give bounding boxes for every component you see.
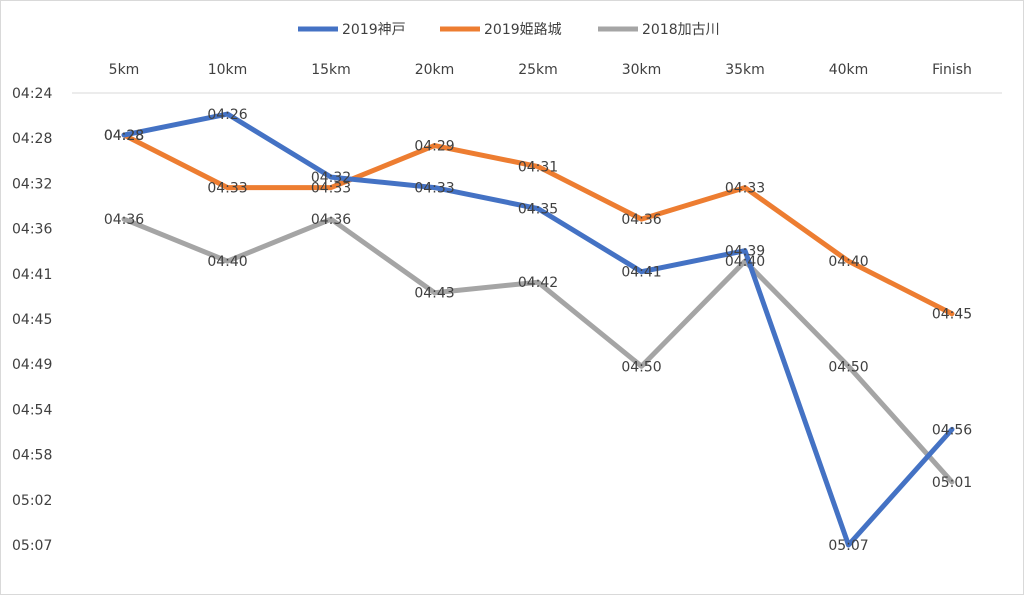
- data-point: [536, 165, 540, 169]
- data-label: 04:36: [311, 212, 351, 228]
- data-point: [950, 480, 954, 484]
- data-label: 04:40: [725, 254, 765, 270]
- data-point: [743, 186, 747, 190]
- data-point: [329, 217, 333, 221]
- data-point: [640, 270, 643, 274]
- y-tick-label: 04:58: [12, 448, 52, 464]
- legend-label: 2018加古川: [642, 22, 720, 38]
- data-label: 04:28: [104, 128, 144, 144]
- x-tick-label: 10km: [208, 62, 248, 78]
- data-point: [847, 543, 850, 547]
- data-label: 04:29: [414, 139, 454, 155]
- data-label: 04:33: [311, 181, 351, 197]
- data-label: 04:42: [518, 275, 558, 291]
- y-tick-label: 04:28: [12, 131, 52, 147]
- y-tick-label: 04:36: [12, 222, 52, 238]
- data-point: [743, 259, 747, 263]
- y-tick-label: 04:32: [12, 176, 52, 192]
- data-label: 04:41: [621, 265, 661, 281]
- x-tick-label: 5km: [109, 62, 140, 78]
- data-point: [433, 186, 436, 190]
- data-label: 05:01: [932, 475, 972, 491]
- data-point: [433, 144, 436, 148]
- x-tick-label: 15km: [311, 62, 351, 78]
- data-point: [847, 364, 850, 368]
- y-tick-label: 04:24: [12, 86, 52, 102]
- data-label: 04:26: [207, 107, 247, 123]
- data-label: 04:35: [518, 202, 558, 218]
- data-point: [536, 207, 540, 211]
- data-label: 04:50: [828, 359, 868, 375]
- data-point: [329, 175, 333, 179]
- y-tick-label: 04:45: [12, 312, 52, 328]
- x-tick-label: 20km: [415, 62, 455, 78]
- y-tick-label: 04:49: [12, 357, 52, 373]
- data-label: 04:33: [725, 181, 765, 197]
- y-tick-label: 05:02: [12, 493, 52, 509]
- legend-label: 2019姫路城: [484, 22, 562, 38]
- data-label: 05:07: [828, 538, 868, 554]
- data-point: [950, 427, 954, 431]
- data-label: 04:31: [518, 160, 558, 176]
- data-point: [536, 280, 540, 284]
- data-point: [433, 291, 436, 295]
- x-tick-label: 40km: [829, 62, 869, 78]
- data-point: [640, 364, 643, 368]
- x-tick-label: 25km: [518, 62, 558, 78]
- data-label: 04:39: [725, 244, 765, 260]
- series-line-0: [121, 111, 955, 548]
- data-label: 04:33: [207, 181, 247, 197]
- data-point: [743, 249, 747, 253]
- data-label: 04:40: [207, 254, 247, 270]
- data-label: 04:40: [828, 254, 868, 270]
- x-tick-label: 35km: [725, 62, 765, 78]
- data-point: [122, 217, 126, 221]
- data-label: 04:36: [621, 212, 661, 228]
- y-tick-label: 04:41: [12, 267, 52, 283]
- x-tick-label: 30km: [622, 62, 662, 78]
- data-point: [950, 312, 954, 316]
- data-label: 04:50: [621, 359, 661, 375]
- data-point: [640, 217, 643, 221]
- data-label: 04:36: [104, 212, 144, 228]
- data-point: [122, 133, 126, 137]
- data-label: 04:43: [414, 286, 454, 302]
- y-tick-label: 05:07: [12, 538, 52, 554]
- data-point: [226, 186, 229, 190]
- data-label: 04:32: [311, 170, 351, 186]
- data-point: [329, 186, 333, 190]
- y-tick-label: 04:54: [12, 402, 52, 418]
- data-label: 04:33: [414, 181, 454, 197]
- x-tick-label: Finish: [932, 62, 972, 78]
- legend-label: 2019神戸: [342, 22, 406, 38]
- data-label: 04:45: [932, 307, 972, 323]
- data-point: [226, 112, 229, 116]
- data-point: [226, 259, 229, 263]
- data-point: [847, 259, 850, 263]
- data-label: 04:28: [104, 128, 144, 144]
- data-label: 04:56: [932, 422, 972, 438]
